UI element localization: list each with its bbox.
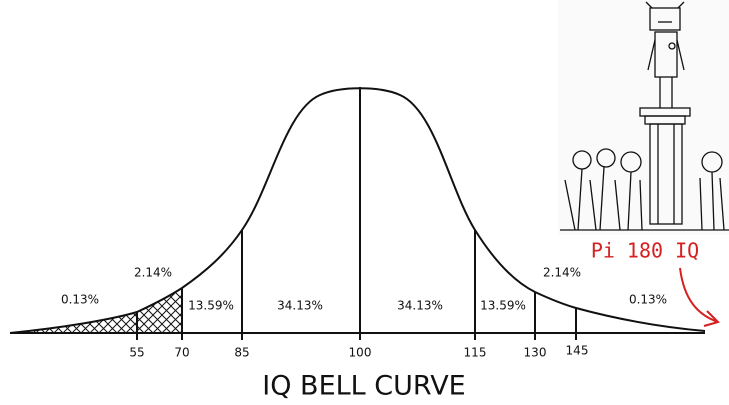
region-label: 2.14%	[543, 266, 581, 280]
axis-label: 115	[464, 346, 487, 360]
cartoon	[558, 0, 729, 235]
region-label: 34.13%	[397, 299, 443, 313]
axis-label: 145	[566, 344, 589, 358]
region-label: 0.13%	[629, 293, 667, 307]
annotation-arrow	[679, 267, 720, 327]
title: IQ BELL CURVE	[262, 371, 465, 402]
region-label: 13.59%	[188, 299, 234, 313]
region-label: 34.13%	[277, 299, 323, 313]
axis-label: 100	[349, 346, 372, 360]
axis-label: 85	[234, 346, 249, 360]
region-label: 2.14%	[134, 266, 172, 280]
axis-label: 130	[524, 346, 547, 360]
hatched-tail	[10, 288, 182, 333]
axis-label: 55	[129, 346, 144, 360]
region-label: 0.13%	[61, 293, 99, 307]
dividers	[136, 87, 577, 340]
region-label: 13.59%	[480, 299, 526, 313]
annotation: Pi 180 IQ	[591, 239, 699, 263]
axis-label: 70	[174, 346, 189, 360]
